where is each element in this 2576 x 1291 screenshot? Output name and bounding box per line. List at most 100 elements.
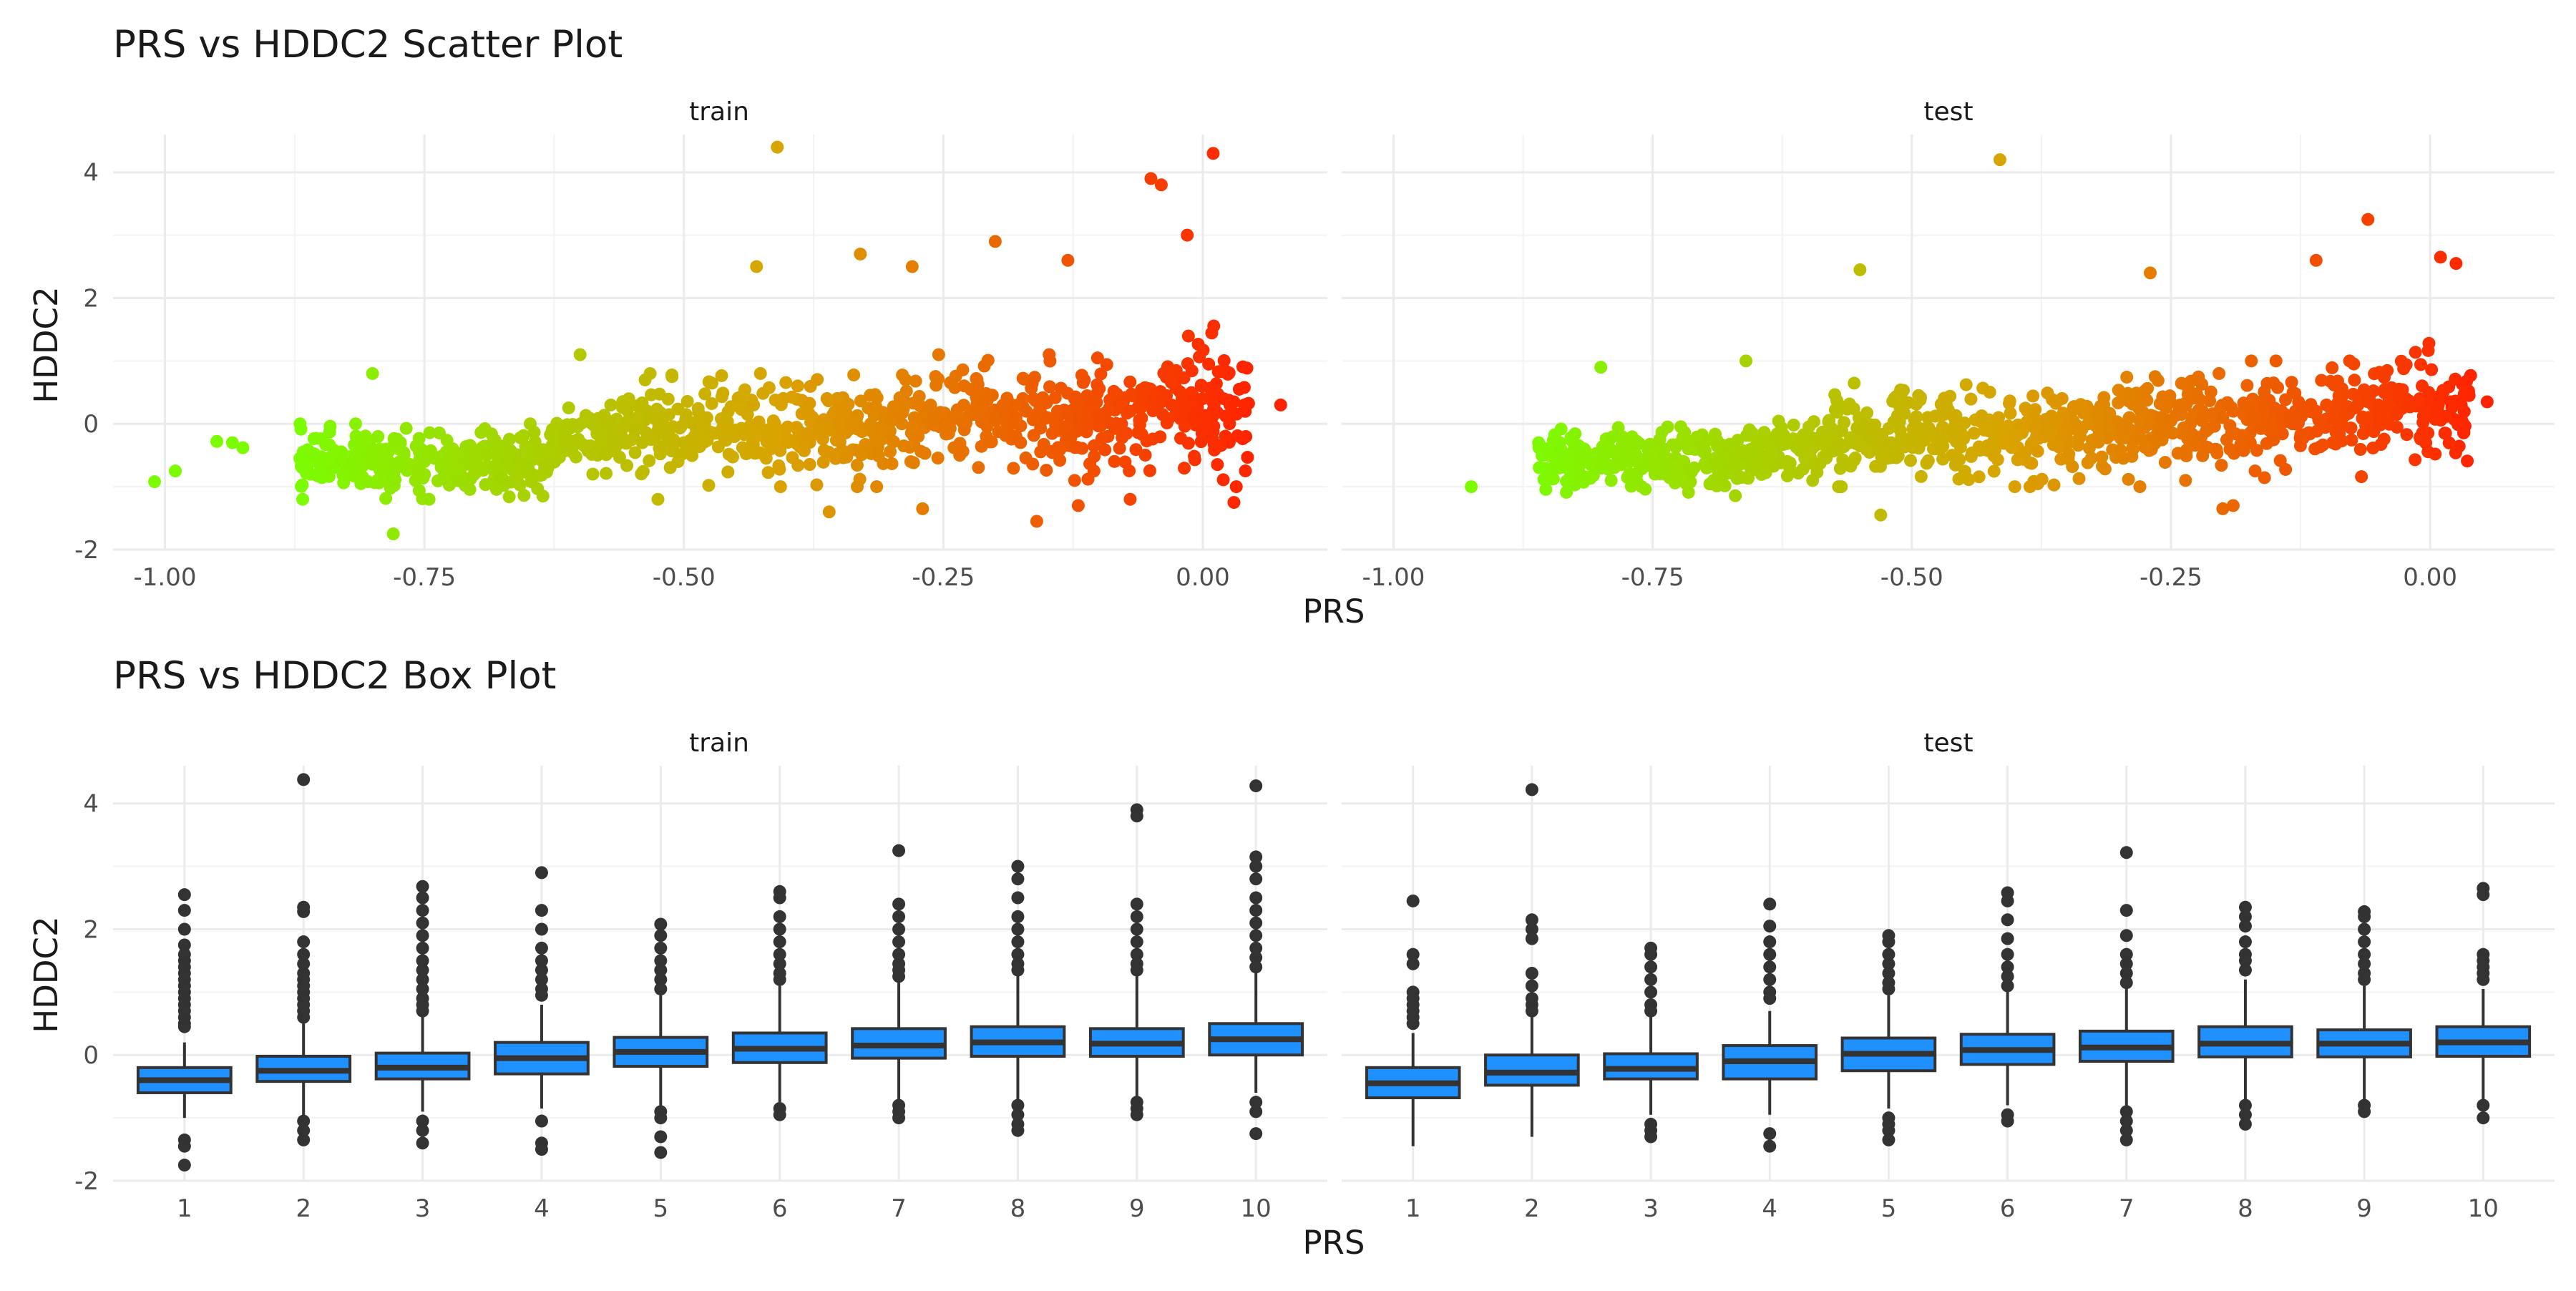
data-point <box>449 467 462 481</box>
data-point <box>932 372 945 386</box>
box-outlier <box>297 1124 311 1137</box>
box-outlier <box>416 963 429 977</box>
box-outlier <box>1130 897 1143 911</box>
box-outlier <box>2119 976 2133 990</box>
box-outlier <box>2477 973 2490 986</box>
data-point <box>884 445 897 459</box>
data-point <box>1594 361 1608 374</box>
data-point <box>2129 398 2142 411</box>
data-point <box>610 412 623 426</box>
box-outlier <box>2238 920 2252 933</box>
data-point <box>1787 418 1800 432</box>
data-point <box>2327 412 2341 426</box>
data-point <box>371 430 385 444</box>
box-outlier <box>2001 970 2014 983</box>
data-point <box>1810 465 1824 479</box>
data-point <box>2047 478 2061 492</box>
data-point <box>696 419 710 432</box>
data-point <box>1546 434 1560 447</box>
data-point <box>337 476 351 489</box>
box-outlier <box>1011 910 1025 923</box>
data-point <box>1759 466 1772 479</box>
data-point <box>418 454 431 468</box>
data-point <box>731 391 745 405</box>
data-point <box>2102 420 2116 434</box>
data-point <box>1061 408 1075 422</box>
data-point <box>2434 392 2447 406</box>
data-point <box>1188 449 1201 463</box>
box-outlier <box>416 891 429 905</box>
data-point <box>1206 432 1219 446</box>
data-point <box>2114 432 2127 445</box>
data-point <box>1202 357 1216 371</box>
data-point <box>680 394 694 408</box>
x-tick-label: 0.00 <box>2403 563 2457 592</box>
data-point <box>1682 485 1695 499</box>
data-point <box>816 455 830 469</box>
data-point <box>1019 451 1033 464</box>
data-point <box>1088 449 1101 463</box>
data-point <box>2210 443 2223 457</box>
data-point <box>1216 473 1230 487</box>
data-point <box>573 348 587 361</box>
box-outlier <box>2001 894 2014 907</box>
data-point <box>868 435 882 449</box>
data-point <box>2062 452 2075 466</box>
data-point <box>1606 430 1619 444</box>
data-point <box>1797 428 1811 442</box>
data-point <box>542 445 556 459</box>
data-point <box>594 433 608 447</box>
data-point <box>2348 374 2361 387</box>
data-point <box>169 464 182 478</box>
data-point <box>926 414 940 427</box>
data-point <box>1553 461 1566 474</box>
data-point <box>2072 472 2086 485</box>
data-point <box>1113 398 1126 411</box>
data-point <box>2179 474 2192 487</box>
y-tick-label: -2 <box>74 1167 99 1196</box>
x-tick-label: 3 <box>415 1194 431 1223</box>
data-point <box>2195 414 2209 427</box>
data-point <box>2309 404 2323 418</box>
box-outlier <box>1882 947 1896 961</box>
y-tick-label: 2 <box>83 915 99 944</box>
data-point <box>1181 357 1194 371</box>
data-point <box>1206 147 1220 160</box>
data-point <box>2216 502 2230 515</box>
data-point <box>2422 336 2436 350</box>
x-tick-label: 10 <box>2468 1194 2499 1223</box>
data-point <box>803 457 816 471</box>
box-outlier <box>892 844 906 857</box>
box-outlier <box>1011 1124 1025 1137</box>
data-point <box>2382 417 2396 431</box>
data-point <box>677 436 691 449</box>
box-outlier <box>2119 947 2133 961</box>
box-outlier <box>1406 894 1420 907</box>
data-point <box>2011 453 2024 467</box>
x-tick-label: -0.25 <box>912 563 975 592</box>
data-point <box>721 465 735 479</box>
data-point <box>1687 461 1701 474</box>
data-point <box>579 409 592 422</box>
data-point <box>705 396 718 410</box>
data-point <box>335 454 348 468</box>
data-point <box>1216 365 1230 379</box>
data-point <box>957 414 971 427</box>
data-point <box>1957 429 1971 443</box>
data-point <box>646 429 660 443</box>
box-outlier <box>1763 1139 1777 1153</box>
data-point <box>1848 376 1861 390</box>
data-point <box>895 417 909 431</box>
data-point <box>705 376 718 390</box>
data-point <box>456 446 469 459</box>
data-point <box>667 433 680 447</box>
data-point <box>2240 379 2254 392</box>
data-point <box>715 369 728 382</box>
data-point <box>423 426 436 439</box>
x-tick-label: 6 <box>2000 1194 2016 1223</box>
data-point <box>1161 360 1174 374</box>
data-point <box>1661 420 1674 434</box>
data-point <box>762 381 776 394</box>
box-outlier <box>1525 1004 1538 1018</box>
data-point <box>1760 452 1773 465</box>
